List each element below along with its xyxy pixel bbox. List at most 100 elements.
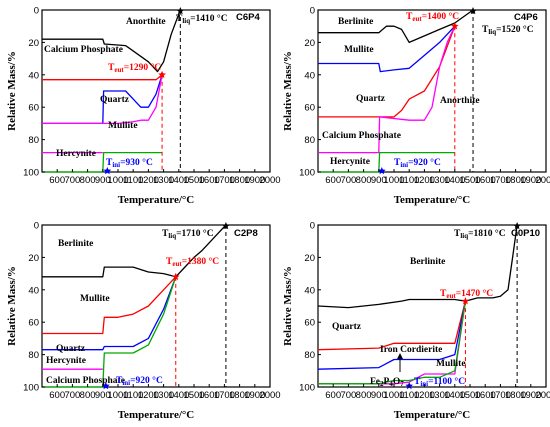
formula-part: 2 <box>380 380 384 388</box>
plot-frame <box>41 224 271 388</box>
label-quartz: Quartz <box>100 95 130 105</box>
y-tick-label: 60 <box>304 318 315 329</box>
t-symbol: T <box>162 229 169 239</box>
x-tick-label: 2000 <box>259 390 280 401</box>
label-anorthite: Anorthite <box>440 96 480 106</box>
eutectic-marker <box>158 70 166 78</box>
series-line <box>42 276 177 351</box>
t-symbol: T <box>394 158 401 168</box>
t-symbol: T <box>482 25 489 35</box>
x-tick-label: 1400 <box>444 175 465 186</box>
t-symbol: T <box>440 289 447 299</box>
label-mullite: Mullite <box>80 294 110 304</box>
initial-melting-marker <box>102 382 110 390</box>
t-subscript: eut <box>172 260 182 268</box>
series-line <box>42 74 163 125</box>
label-berlinite: Berlinite <box>410 257 445 267</box>
t-symbol: T <box>454 229 461 239</box>
x-tick-label: 1800 <box>505 175 526 186</box>
t-value: =920 °C <box>408 157 441 168</box>
t-subscript: ini <box>112 161 120 169</box>
x-tick-label: 700 <box>340 175 356 186</box>
x-tick-label: 1600 <box>475 175 496 186</box>
x-tick-label: 2000 <box>259 175 280 186</box>
y-tick-label: 100 <box>299 168 315 179</box>
x-tick-label: 600 <box>325 390 341 401</box>
label-berlinite: Berlinite <box>58 239 93 249</box>
x-tick-label: 1400 <box>168 390 189 401</box>
label-hercynite: Hercynite <box>46 356 86 366</box>
y-tick-label: 0 <box>34 6 39 17</box>
label-mullite: Mullite <box>436 359 466 369</box>
t-subscript: liq <box>488 28 496 36</box>
label-mullite: Mullite <box>108 121 138 131</box>
x-tick-label: 1800 <box>229 175 250 186</box>
x-tick-label: 1600 <box>475 390 496 401</box>
x-tick-label: 1900 <box>244 175 265 186</box>
y-tick-label: 100 <box>23 383 39 394</box>
liquidus-marker <box>222 222 230 230</box>
label-quartz: Quartz <box>332 322 362 332</box>
y-tick-label: 0 <box>310 221 315 232</box>
y-tick-label: 0 <box>34 221 39 232</box>
x-tick-label: 1500 <box>459 175 480 186</box>
t-subscript: liq <box>182 17 190 25</box>
x-tick-label: 1300 <box>429 175 450 186</box>
x-tick-label: 600 <box>325 175 341 186</box>
annotation-t-eut: Teut=1400 °C <box>406 11 459 23</box>
x-tick-label: 900 <box>371 390 387 401</box>
x-axis: 600 700 800 9001000110012001300140015001600… <box>49 169 281 186</box>
t-value: =1810 °C <box>468 228 506 239</box>
series-line <box>318 301 467 385</box>
x-tick-label: 700 <box>340 390 356 401</box>
y-tick-label: 40 <box>28 285 39 296</box>
x-tick-label: 1000 <box>107 175 128 186</box>
annotation-t-liq: Tliq=1710 °C <box>162 228 214 240</box>
label-quartz: Quartz <box>356 94 386 104</box>
t-subscript: liq <box>460 232 468 240</box>
label-calcium-phosphate: Calcium Phosphate <box>46 376 125 386</box>
x-tick-label: 1600 <box>199 175 220 186</box>
x-axis-label: Temperature/°C <box>394 409 471 421</box>
initial-melting-marker <box>378 167 386 175</box>
y-tick-label: 80 <box>304 350 315 361</box>
x-tick-label: 900 <box>95 175 111 186</box>
y-axis-label: Relative Mass/% <box>282 266 294 346</box>
label-iron-cordierite: Iron Cordierite <box>380 345 442 355</box>
series-line <box>318 151 455 173</box>
series-line <box>42 74 163 125</box>
liquidus-marker <box>469 7 477 15</box>
y-tick-label: 60 <box>28 103 39 114</box>
x-tick-label: 1300 <box>429 390 450 401</box>
t-subscript: liq <box>168 232 176 240</box>
label-quartz: Quartz <box>56 344 86 354</box>
formula-part: P <box>384 377 390 387</box>
x-tick-label: 800 <box>356 390 372 401</box>
annotation-t-eut: Teut=1290 °C <box>108 62 161 74</box>
y-tick-label: 20 <box>304 253 315 264</box>
x-tick-label: 1000 <box>383 175 404 186</box>
x-tick-label: 1100 <box>399 175 419 186</box>
x-tick-label: 1600 <box>199 390 220 401</box>
label-mullite: Mullite <box>344 45 374 55</box>
liquidus-marker <box>513 222 521 230</box>
label-calcium-phosphate: Calcium Phosphate <box>322 131 401 141</box>
x-tick-label: 1200 <box>138 175 159 186</box>
x-tick-label: 600 <box>49 390 65 401</box>
y-tick-label: 20 <box>28 253 39 264</box>
initial-melting-marker <box>103 167 112 175</box>
y-tick-label: 40 <box>304 70 315 81</box>
x-tick-label: 1100 <box>123 390 143 401</box>
t-symbol: T <box>108 63 115 73</box>
x-tick-label: 1200 <box>414 390 435 401</box>
t-value: =1400 °C <box>422 11 460 22</box>
x-axis-label: Temperature/°C <box>394 194 471 206</box>
t-symbol: T <box>116 376 123 386</box>
x-tick-label: 600 <box>49 175 65 186</box>
x-tick-label: 1200 <box>414 175 435 186</box>
x-tick-label: 1400 <box>444 390 465 401</box>
formula-part: O <box>393 377 400 387</box>
annotation-t-ini: Tini=930 °C <box>106 157 153 169</box>
t-symbol: T <box>406 12 413 22</box>
y-tick-label: 40 <box>28 70 39 81</box>
